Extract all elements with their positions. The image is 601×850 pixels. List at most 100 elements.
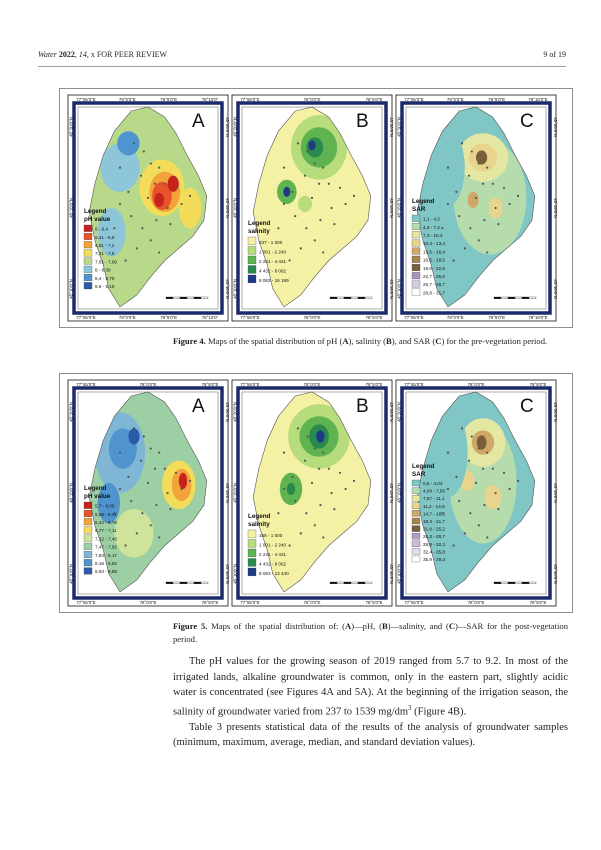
- figure-4-caption: Figure 4. Maps of the spatial distributi…: [173, 335, 568, 348]
- sample-point: [322, 251, 325, 254]
- sample-point: [306, 435, 309, 438]
- legend-swatch: [411, 517, 421, 525]
- sample-point: [155, 219, 158, 222]
- lon-tick-top: 77°55'0"E: [240, 382, 259, 387]
- lat-tick-left: 45°15'0"N: [69, 483, 74, 503]
- map-border: [236, 386, 388, 600]
- lon-tick-bottom: 78°0'0"E: [304, 315, 321, 320]
- sample-point: [352, 479, 356, 482]
- zone: [484, 484, 502, 510]
- scale-bar-segment: [329, 581, 338, 584]
- legend-title: SAR: [412, 206, 426, 213]
- legend-swatch: [83, 534, 93, 542]
- lon-tick-top: 77°55'0"E: [404, 97, 423, 102]
- sample-point: [469, 512, 472, 515]
- sample-point: [441, 512, 444, 515]
- sample-point: [132, 427, 136, 430]
- legend-label: 5,7 - 6,05: [95, 504, 115, 509]
- lon-tick-top: 78°5'0"E: [202, 382, 219, 387]
- sample-point: [142, 150, 145, 153]
- legend-swatch: [83, 518, 93, 526]
- legend-swatch: [83, 265, 93, 273]
- lat-tick-right: 45°10'0"N: [553, 279, 558, 299]
- zone: [283, 186, 291, 197]
- lat-tick-right: 45°20'0"N: [389, 402, 394, 422]
- sample-point: [516, 194, 520, 197]
- legend-label: 7,57 - 11,1: [423, 496, 445, 501]
- sample-point: [288, 259, 291, 262]
- sample-point: [305, 512, 308, 515]
- lon-tick-bottom: 77°55'0"E: [404, 600, 423, 605]
- figure-5-caption: Figure 5. Maps of the spatial distributi…: [173, 620, 568, 645]
- sample-point: [446, 451, 450, 454]
- sample-point: [486, 536, 489, 539]
- land-outline: [88, 391, 208, 593]
- panel-letter: B: [356, 111, 369, 132]
- legend-label: 7,21 - 7,6: [95, 251, 115, 256]
- legend-swatch: [411, 264, 421, 271]
- sample-point: [319, 504, 322, 507]
- sample-point: [166, 206, 169, 210]
- legend-label: 1 001 - 2 240: [259, 542, 287, 547]
- legend-swatch: [247, 548, 257, 558]
- lat-tick-right: 45°15'0"N: [553, 198, 558, 218]
- lon-tick-top: 78°0'0"E: [447, 97, 464, 102]
- land-outline: [252, 391, 372, 593]
- sample-point: [516, 479, 520, 482]
- sample-point: [118, 451, 122, 454]
- sample-point: [486, 251, 489, 254]
- zone: [308, 140, 316, 151]
- legend-swatch: [411, 247, 421, 255]
- lat-tick-left: 45°10'0"N: [397, 564, 402, 584]
- legend-label: 2 241 - 4 431: [259, 259, 287, 264]
- legend-swatch: [247, 567, 257, 577]
- scale-bar-segment: [364, 296, 373, 299]
- sample-point: [455, 475, 458, 478]
- lon-tick-top: 77°55'0"E: [240, 97, 259, 102]
- legend-label: 6 - 6,4: [95, 227, 108, 232]
- legend-heading: Legend: [412, 198, 435, 205]
- legend-swatch: [247, 529, 257, 539]
- sample-point: [180, 202, 183, 206]
- sample-point: [352, 194, 356, 197]
- sample-point: [306, 150, 309, 153]
- legend-swatch: [411, 255, 421, 263]
- sample-point: [291, 475, 294, 478]
- sample-point: [305, 227, 308, 230]
- legend-swatch: [411, 540, 421, 547]
- sample-point: [441, 227, 444, 230]
- scale-bar-segment: [343, 296, 352, 299]
- sample-point: [127, 475, 130, 478]
- sample-point: [310, 196, 314, 199]
- scale-bar-segment: [343, 581, 352, 584]
- lat-tick-left: 45°10'0"N: [397, 279, 402, 299]
- caption-text: )—pH, (: [351, 621, 382, 631]
- map-panel-c: C 77°55'0"E 77°55'0"E 78°0'0"E 78°0'0"E 78°5'…: [395, 94, 558, 322]
- scale-bar-segment: [528, 581, 537, 584]
- superscript: 3: [408, 703, 412, 712]
- sample-point: [322, 166, 325, 169]
- map-panel-c: C 77°55'0"E 77°55'0"E 78°0'0"E 78°0'0"E 78°5'…: [395, 379, 558, 607]
- scale-bar-segment: [200, 296, 209, 299]
- sample-point: [469, 227, 472, 230]
- scale-bar-segment: [521, 296, 530, 299]
- scale-bar-segment: [507, 581, 516, 584]
- scale-bar-segment: [493, 581, 502, 584]
- lon-tick-bottom: 77°55'0"E: [76, 315, 95, 320]
- legend-label: 8 063 - 16 199: [259, 278, 289, 283]
- sample-point: [158, 251, 161, 254]
- map-border: [400, 386, 552, 600]
- sample-point: [455, 190, 458, 193]
- sample-point: [446, 487, 450, 491]
- lon-tick-top: 78°0'0"E: [304, 97, 321, 102]
- sample-point: [502, 186, 506, 189]
- legend-label: 8,4 - 8,79: [95, 276, 115, 281]
- sample-point: [322, 451, 325, 454]
- paragraph-1-end: (Figure 4B).: [411, 706, 467, 717]
- scale-bar-segment: [507, 296, 516, 299]
- sample-point: [141, 512, 144, 515]
- lon-tick-bottom: 78°0'0"E: [304, 600, 321, 605]
- sample-point: [486, 451, 489, 454]
- sample-point: [467, 459, 471, 462]
- scale-bar-segment: [200, 581, 209, 584]
